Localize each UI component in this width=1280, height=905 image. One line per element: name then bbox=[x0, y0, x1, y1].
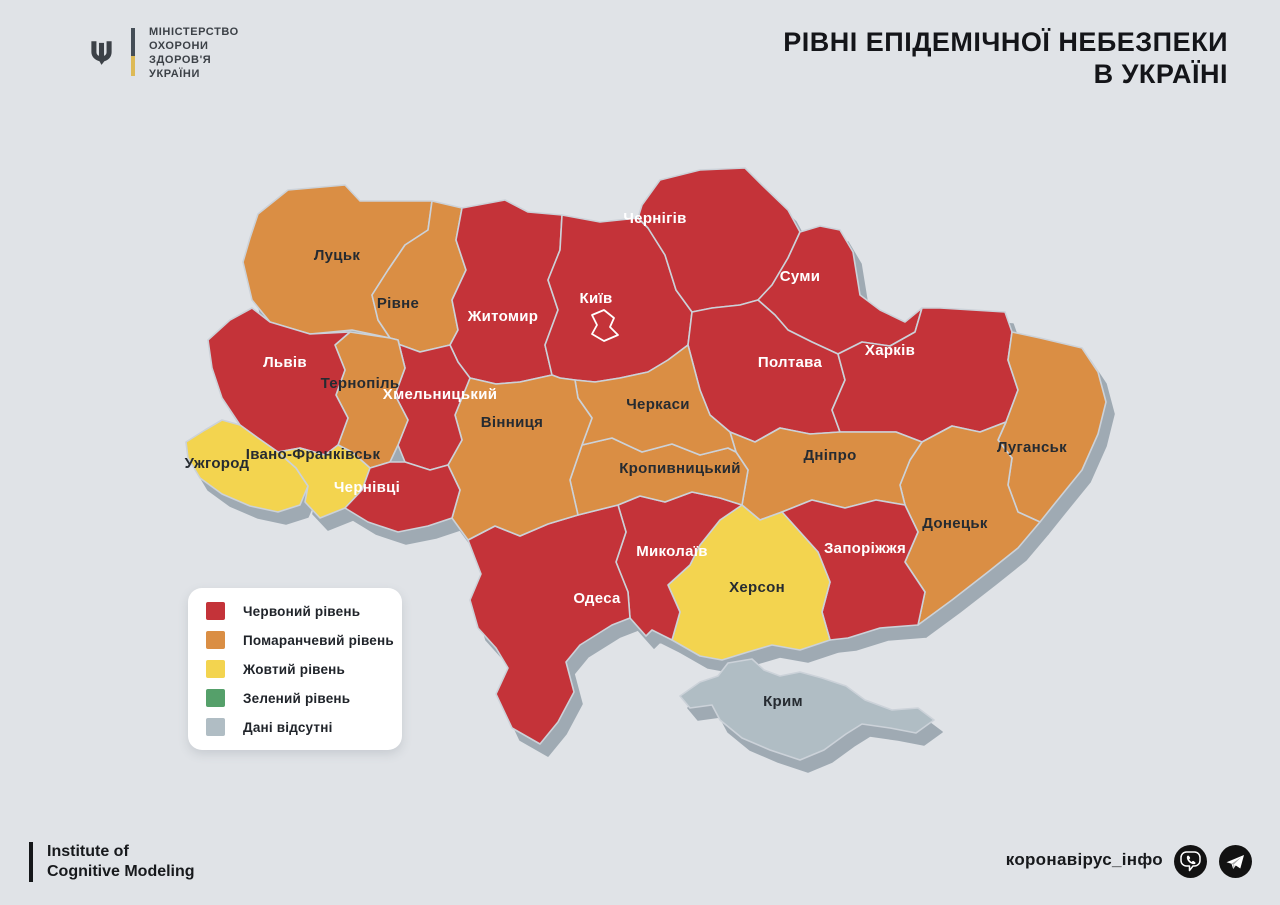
region-chernivtsi bbox=[344, 461, 461, 533]
institute-line-2: Cognitive Modeling bbox=[47, 863, 195, 880]
ministry-line: УКРАЇНИ bbox=[149, 68, 200, 80]
region-label-kherson: Херсон bbox=[729, 579, 785, 596]
region-label-kropyvnytskyi: Кропивницький bbox=[619, 460, 741, 477]
legend-item-red: Червоний рівень bbox=[188, 602, 402, 620]
legend-label-orange: Помаранчевий рівень bbox=[243, 632, 394, 648]
telegram-icon[interactable] bbox=[1219, 845, 1252, 878]
legend-label-nodata: Дані відсутні bbox=[243, 719, 333, 735]
region-label-ivano-frankivsk: Івано-Франківськ bbox=[246, 446, 381, 463]
region-label-zaporizhzhia: Запоріжжя bbox=[824, 540, 906, 557]
ministry-line: ОХОРОНИ bbox=[149, 40, 209, 52]
legend-swatch-red bbox=[206, 602, 225, 620]
region-odesa bbox=[467, 504, 631, 745]
region-label-rivne: Рівне bbox=[377, 295, 419, 312]
ministry-logo: МІНІСТЕРСТВО ОХОРОНИ ЗДОРОВ'Я УКРАЇНИ bbox=[88, 26, 239, 80]
region-label-poltava: Полтава bbox=[758, 354, 823, 371]
region-label-sumy: Суми bbox=[780, 268, 821, 285]
logo-divider-bar bbox=[131, 28, 135, 76]
institute-logo: Institute of Cognitive Modeling bbox=[29, 842, 195, 882]
region-label-kharkiv: Харків bbox=[865, 342, 915, 359]
title-line-2: В УКРАЇНІ bbox=[1093, 59, 1228, 89]
region-labels: Луцьк Рівне Житомир Київ Чернігів Суми П… bbox=[185, 210, 1067, 710]
ministry-line: МІНІСТЕРСТВО bbox=[149, 26, 239, 38]
legend-swatch-green bbox=[206, 689, 225, 707]
region-luhansk bbox=[997, 331, 1107, 523]
legend-item-orange: Помаранчевий рівень bbox=[188, 631, 402, 649]
region-label-donetsk: Донецьк bbox=[922, 515, 988, 532]
institute-divider-bar bbox=[29, 842, 33, 882]
legend-item-nodata: Дані відсутні bbox=[188, 718, 402, 736]
ministry-line: ЗДОРОВ'Я bbox=[149, 54, 212, 66]
region-label-ternopil: Тернопіль bbox=[321, 375, 400, 392]
viber-icon[interactable] bbox=[1174, 845, 1207, 878]
ministry-name: МІНІСТЕРСТВО ОХОРОНИ ЗДОРОВ'Я УКРАЇНИ bbox=[149, 26, 239, 80]
region-label-dnipro: Дніпро bbox=[803, 447, 856, 464]
region-label-odesa: Одеса bbox=[573, 590, 621, 607]
page-title: РІВНІ ЕПІДЕМІЧНОЇ НЕБЕЗПЕКИ В УКРАЇНІ bbox=[783, 26, 1228, 90]
channel-name: коронавірус_інфо bbox=[1005, 850, 1163, 869]
region-crimea bbox=[679, 658, 935, 761]
region-label-vinnytsia: Вінниця bbox=[481, 414, 543, 431]
legend-label-yellow: Жовтий рівень bbox=[243, 661, 346, 677]
legend-label-red: Червоний рівень bbox=[243, 603, 361, 619]
region-label-cherkasy: Черкаси bbox=[626, 396, 690, 413]
region-label-luhansk: Луганськ bbox=[997, 439, 1067, 456]
region-label-crimea: Крим bbox=[763, 693, 803, 710]
legend-swatch-orange bbox=[206, 631, 225, 649]
region-label-kyiv: Київ bbox=[579, 290, 612, 307]
region-label-uzhhorod: Ужгород bbox=[185, 455, 250, 472]
institute-line-1: Institute of bbox=[47, 843, 129, 860]
legend-item-yellow: Жовтий рівень bbox=[188, 660, 402, 678]
legend-panel: Червоний рівень Помаранчевий рівень Жовт… bbox=[188, 588, 402, 750]
tryzub-icon bbox=[91, 41, 112, 65]
title-line-1: РІВНІ ЕПІДЕМІЧНОЇ НЕБЕЗПЕКИ bbox=[783, 27, 1228, 57]
region-label-lviv: Львів bbox=[263, 354, 307, 371]
region-label-volyn: Луцьк bbox=[314, 247, 361, 264]
legend-swatch-nodata bbox=[206, 718, 225, 736]
region-label-zhytomyr: Житомир bbox=[467, 308, 538, 325]
region-label-mykolaiv: Миколаїв bbox=[636, 543, 708, 560]
region-label-chernihiv: Чернігів bbox=[623, 210, 686, 227]
legend-label-green: Зелений рівень bbox=[243, 690, 351, 706]
region-label-khmelnytskyi: Хмельницький bbox=[383, 386, 497, 403]
legend-swatch-yellow bbox=[206, 660, 225, 678]
kyiv-city-outline bbox=[591, 309, 619, 342]
region-zhytomyr bbox=[449, 199, 563, 385]
region-label-chernivtsi: Чернівці bbox=[334, 479, 400, 496]
legend-item-green: Зелений рівень bbox=[188, 689, 402, 707]
